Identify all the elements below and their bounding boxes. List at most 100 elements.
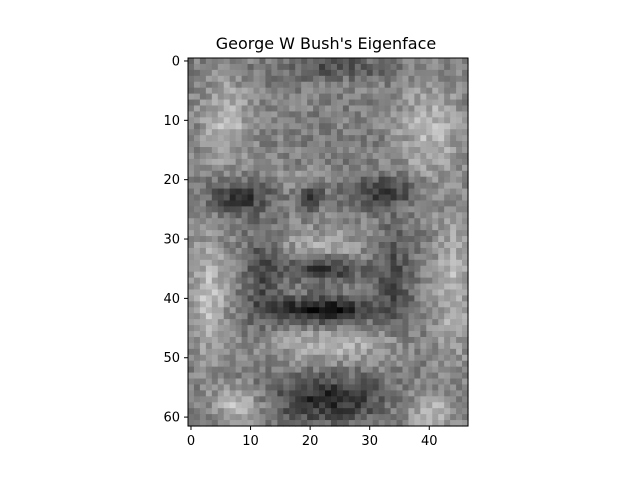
heatmap-cell [289,105,296,113]
heatmap-cell [414,253,421,261]
heatmap-cell [253,342,261,350]
heatmap-cell [426,158,433,166]
heatmap-cell [295,69,302,77]
heatmap-cell [259,354,267,362]
heatmap-cell [444,194,451,202]
heatmap-cell [241,63,249,71]
heatmap-cell [408,242,415,249]
heatmap-cell [223,366,231,374]
heatmap-cell [289,331,296,338]
heatmap-cell [450,218,457,225]
heatmap-cell [325,170,332,178]
heatmap-cell [301,396,308,403]
heatmap-cell [444,212,451,219]
heatmap-cell [259,69,267,77]
heatmap-cell [360,170,368,178]
heatmap-cell [384,271,392,279]
heatmap-cell [396,212,404,219]
heatmap-cell [414,265,421,273]
heatmap-cell [247,117,255,124]
y-tick-label: 0 [172,54,180,69]
heatmap-cell [330,63,338,71]
heatmap-cell [396,93,404,101]
heatmap-cell [366,147,374,154]
heatmap-cell [283,123,290,130]
heatmap-cell [247,147,255,154]
heatmap-cell [432,247,439,255]
heatmap-cell [378,63,386,71]
heatmap-cell [426,390,433,397]
heatmap-cell [301,200,308,207]
heatmap-cell [372,319,380,326]
heatmap-cell [426,194,433,202]
heatmap-cell [199,420,207,427]
heatmap-cell [342,319,350,326]
heatmap-cell [319,75,326,83]
heatmap-cell [265,135,273,142]
heatmap-cell [414,182,421,190]
heatmap-cell [456,212,463,219]
heatmap-cell [378,135,386,142]
heatmap-cell [378,414,386,421]
heatmap-cell [295,158,302,166]
heatmap-cell [390,123,398,130]
heatmap-cell [414,212,421,219]
heatmap-cell [450,390,457,397]
heatmap-cell [229,396,237,403]
heatmap-cell [444,325,451,332]
heatmap-cell [265,402,273,409]
heatmap-cell [193,188,201,196]
heatmap-cell [366,123,374,130]
heatmap-cell [313,325,320,332]
heatmap-cell [253,325,261,332]
heatmap-cell [259,331,267,338]
heatmap-cell [390,135,398,142]
heatmap-cell [462,325,469,332]
heatmap-cell [336,336,344,344]
heatmap-cell [217,342,225,350]
heatmap-cell [372,69,380,77]
heatmap-cell [277,301,284,308]
heatmap-cell [307,265,314,273]
heatmap-cell [438,218,445,225]
heatmap-cell [462,289,469,297]
heatmap-cell [307,212,314,219]
heatmap-cell [384,212,392,219]
heatmap-cell [426,164,433,172]
heatmap-cell [444,319,451,326]
heatmap-cell [390,265,398,273]
heatmap-cell [372,307,380,314]
heatmap-cell [295,265,302,273]
heatmap-cell [444,342,451,350]
heatmap-cell [289,396,296,403]
heatmap-cell [193,348,201,356]
heatmap-cell [420,283,427,291]
heatmap-cell [247,200,255,207]
heatmap-cell [259,200,267,207]
heatmap-cell [438,259,445,267]
heatmap-cell [354,301,362,308]
heatmap-cell [223,277,231,285]
heatmap-cell [426,242,433,249]
heatmap-cell [372,348,380,356]
heatmap-cell [408,348,415,356]
heatmap-cell [223,194,231,202]
heatmap-cell [456,420,463,427]
heatmap-cell [319,242,326,249]
heatmap-cell [444,289,451,297]
heatmap-cell [235,307,243,314]
heatmap-cell [277,206,284,213]
heatmap-cell [289,307,296,314]
heatmap-cell [396,277,404,285]
heatmap-cell [384,265,392,273]
heatmap-cell [205,384,213,391]
heatmap-cell [390,117,398,124]
heatmap-cell [319,366,326,374]
heatmap-cell [378,253,386,261]
heatmap-cell [378,224,386,231]
heatmap-cell [277,402,284,409]
heatmap-cell [325,360,332,368]
heatmap-cell [426,212,433,219]
heatmap-cell [283,81,290,89]
heatmap-cell [438,307,445,314]
